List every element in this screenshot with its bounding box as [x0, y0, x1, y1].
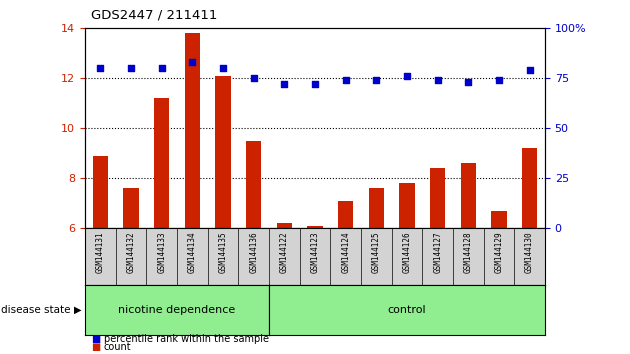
Point [341, 78, 351, 83]
Bar [522, 148, 537, 228]
Text: GSM144129: GSM144129 [495, 231, 503, 273]
Text: disease state: disease state [1, 305, 71, 315]
Point [310, 81, 320, 87]
Point [157, 65, 167, 71]
Text: GSM144128: GSM144128 [464, 231, 472, 273]
Text: GSM144133: GSM144133 [158, 231, 166, 273]
Bar [491, 211, 507, 228]
Point [279, 81, 289, 87]
Bar [461, 163, 476, 228]
Bar [338, 201, 353, 228]
Bar [277, 223, 292, 228]
Point [433, 78, 443, 83]
Bar [215, 76, 231, 228]
Bar [430, 169, 445, 228]
Text: GSM144123: GSM144123 [311, 231, 319, 273]
Bar [123, 188, 139, 228]
Text: GSM144125: GSM144125 [372, 231, 381, 273]
Point [95, 65, 105, 71]
Text: GSM144131: GSM144131 [96, 231, 105, 273]
Text: count: count [104, 342, 132, 352]
Point [463, 80, 473, 85]
Bar [246, 141, 261, 228]
Bar [185, 33, 200, 228]
Text: percentile rank within the sample: percentile rank within the sample [104, 334, 269, 344]
Bar [307, 226, 323, 228]
Bar [154, 98, 169, 228]
Point [402, 74, 412, 79]
Text: GSM144122: GSM144122 [280, 231, 289, 273]
Point [494, 78, 504, 83]
Text: GSM144130: GSM144130 [525, 231, 534, 273]
Point [126, 65, 136, 71]
Text: GSM144132: GSM144132 [127, 231, 135, 273]
Text: GSM144136: GSM144136 [249, 231, 258, 273]
Point [371, 78, 381, 83]
Text: control: control [387, 305, 427, 315]
Text: GSM144135: GSM144135 [219, 231, 227, 273]
Text: GSM144127: GSM144127 [433, 231, 442, 273]
Point [218, 65, 228, 71]
Bar [369, 188, 384, 228]
Text: ▶: ▶ [74, 305, 81, 315]
Text: GSM144124: GSM144124 [341, 231, 350, 273]
Bar [399, 183, 415, 228]
Bar [93, 156, 108, 228]
Text: ■: ■ [91, 334, 101, 344]
Point [249, 75, 259, 81]
Text: GDS2447 / 211411: GDS2447 / 211411 [91, 9, 218, 22]
Text: GSM144126: GSM144126 [403, 231, 411, 273]
Text: GSM144134: GSM144134 [188, 231, 197, 273]
Text: nicotine dependence: nicotine dependence [118, 305, 236, 315]
Point [187, 59, 197, 65]
Point [525, 68, 535, 73]
Text: ■: ■ [91, 342, 101, 352]
